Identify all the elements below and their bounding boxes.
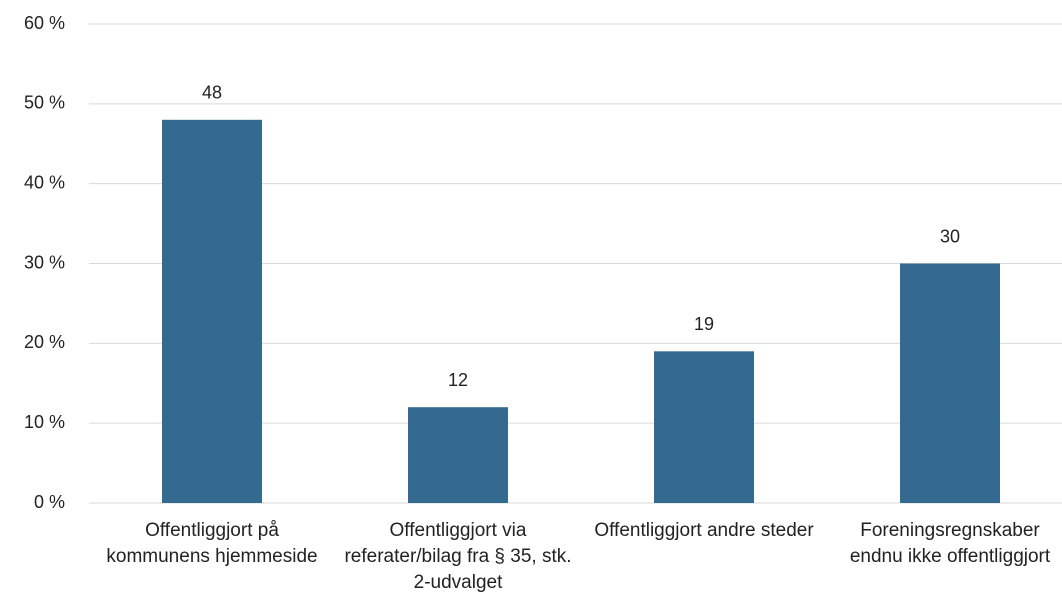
x-tick-label: Offentliggjort via referater/bilag fra §… <box>344 520 572 593</box>
y-tick-label: 50 % <box>24 93 65 113</box>
data-label: 48 <box>202 83 222 103</box>
x-tick-label: Foreningsregnskaber endnu ikke offentlig… <box>849 520 1051 567</box>
y-tick-label: 40 % <box>24 172 65 192</box>
bar <box>900 263 1000 503</box>
x-tick-label: Offentliggjort på kommunens hjemmeside <box>106 520 318 567</box>
y-tick-label: 10 % <box>24 412 65 432</box>
y-tick-label: 60 % <box>24 13 65 33</box>
y-tick-label: 30 % <box>24 252 65 272</box>
bar <box>408 407 508 503</box>
y-tick-label: 20 % <box>24 332 65 352</box>
data-label: 19 <box>694 314 714 334</box>
bar <box>162 119 262 504</box>
bar <box>654 351 754 503</box>
data-label: 12 <box>448 370 468 390</box>
y-tick-label: 0 % <box>34 492 65 512</box>
x-tick-label: Offentliggjort andre steder <box>594 520 814 541</box>
data-label: 30 <box>940 226 960 246</box>
